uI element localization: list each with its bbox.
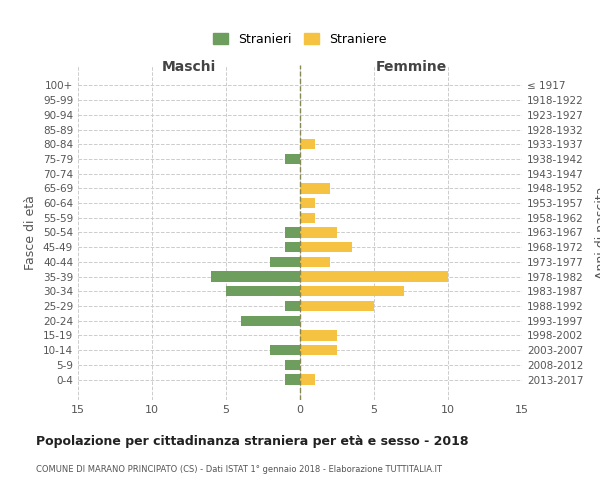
Bar — [300, 286, 404, 296]
Bar — [285, 374, 300, 385]
Bar — [300, 139, 315, 149]
Bar — [300, 345, 337, 356]
Text: COMUNE DI MARANO PRINCIPATO (CS) - Dati ISTAT 1° gennaio 2018 - Elaborazione TUT: COMUNE DI MARANO PRINCIPATO (CS) - Dati … — [36, 465, 442, 474]
Y-axis label: Anni di nascita: Anni di nascita — [595, 186, 600, 279]
Bar — [285, 242, 300, 252]
Text: Femmine: Femmine — [376, 60, 446, 74]
Bar — [300, 212, 315, 223]
Bar — [241, 316, 300, 326]
Bar — [300, 242, 352, 252]
Bar — [285, 301, 300, 311]
Bar — [271, 257, 300, 267]
Bar — [300, 198, 315, 208]
Text: Maschi: Maschi — [162, 60, 216, 74]
Bar — [285, 360, 300, 370]
Bar — [285, 154, 300, 164]
Bar — [300, 330, 337, 340]
Bar — [211, 272, 300, 282]
Bar — [300, 272, 448, 282]
Bar — [300, 257, 329, 267]
Bar — [300, 183, 329, 194]
Bar — [271, 345, 300, 356]
Bar — [226, 286, 300, 296]
Y-axis label: Fasce di età: Fasce di età — [25, 195, 37, 270]
Bar — [300, 228, 337, 237]
Bar — [285, 228, 300, 237]
Text: Popolazione per cittadinanza straniera per età e sesso - 2018: Popolazione per cittadinanza straniera p… — [36, 435, 469, 448]
Bar — [300, 374, 315, 385]
Bar — [300, 301, 374, 311]
Legend: Stranieri, Straniere: Stranieri, Straniere — [208, 28, 392, 50]
